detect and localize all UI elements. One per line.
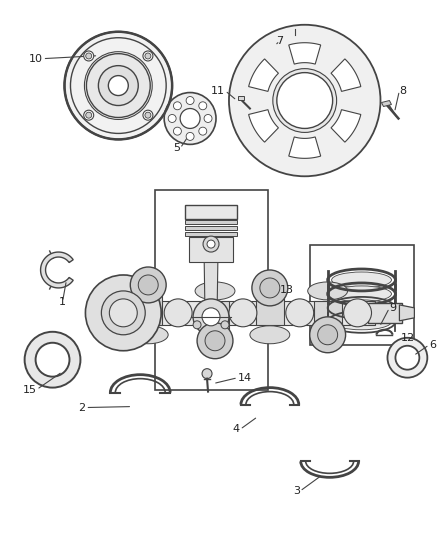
Circle shape [145,112,151,118]
Bar [189,237,233,262]
Circle shape [168,115,176,123]
Polygon shape [41,252,73,288]
Bar [155,190,268,390]
Text: 15: 15 [23,385,37,394]
Circle shape [143,110,153,120]
Text: 14: 14 [238,373,252,383]
Circle shape [108,76,128,95]
Circle shape [260,278,280,298]
Circle shape [143,51,153,61]
Text: 4: 4 [233,424,240,434]
Circle shape [110,299,137,327]
Polygon shape [289,137,321,158]
Circle shape [286,299,314,327]
Circle shape [64,32,172,140]
Bar [134,285,162,325]
Polygon shape [399,305,414,321]
Circle shape [130,267,166,303]
Circle shape [84,110,94,120]
Circle shape [173,102,181,110]
Text: 12: 12 [401,333,415,343]
Text: 9: 9 [389,303,396,313]
Bar [367,303,403,323]
Polygon shape [289,43,321,64]
Circle shape [193,321,201,329]
Ellipse shape [250,326,290,344]
Circle shape [277,72,332,128]
Ellipse shape [332,300,392,316]
Circle shape [25,332,81,387]
Polygon shape [204,252,218,317]
Circle shape [173,127,181,135]
Text: 3: 3 [293,486,300,496]
Text: 6: 6 [429,340,436,350]
Circle shape [205,331,225,351]
Circle shape [85,275,161,351]
Circle shape [388,338,427,378]
Polygon shape [249,59,279,91]
Circle shape [197,323,233,359]
Circle shape [318,325,338,345]
Circle shape [310,317,346,353]
Circle shape [193,299,229,335]
Text: 10: 10 [28,54,42,63]
Circle shape [138,275,158,295]
Text: 11: 11 [211,86,225,95]
Text: 8: 8 [399,86,406,95]
Bar [310,245,414,345]
Circle shape [221,321,229,329]
Circle shape [252,270,288,306]
Text: 13: 13 [280,285,294,295]
Ellipse shape [308,282,348,300]
Circle shape [273,69,337,132]
Circle shape [164,299,192,327]
Ellipse shape [332,272,392,288]
Circle shape [86,54,150,117]
Polygon shape [381,101,392,107]
Circle shape [35,343,70,377]
Circle shape [202,369,212,378]
Circle shape [145,53,151,59]
Bar [256,288,284,325]
Circle shape [84,51,94,61]
Circle shape [199,127,207,135]
Text: 7: 7 [276,36,283,46]
Circle shape [203,236,219,252]
Polygon shape [331,59,361,91]
Bar [185,220,237,224]
Circle shape [202,308,220,326]
Circle shape [180,109,200,128]
Circle shape [396,346,419,370]
Bar [185,205,237,219]
Circle shape [343,299,371,327]
Polygon shape [331,110,361,142]
Bar [108,301,374,325]
Circle shape [199,102,207,110]
Bar [185,226,237,230]
Circle shape [186,96,194,104]
Circle shape [164,93,216,144]
Ellipse shape [128,326,168,344]
Circle shape [186,132,194,140]
Polygon shape [249,110,279,142]
Circle shape [86,53,92,59]
Text: 5: 5 [173,143,180,154]
Ellipse shape [195,282,235,300]
Circle shape [86,112,92,118]
Ellipse shape [332,314,392,330]
Circle shape [204,115,212,123]
Text: 1: 1 [59,297,66,307]
Bar [201,301,229,341]
Polygon shape [238,95,244,100]
Circle shape [229,25,381,176]
Circle shape [229,299,257,327]
Circle shape [207,240,215,248]
Bar [185,232,237,236]
Text: 2: 2 [78,402,85,413]
Bar [314,301,342,335]
Circle shape [101,291,145,335]
Circle shape [99,66,138,106]
Ellipse shape [332,286,392,302]
